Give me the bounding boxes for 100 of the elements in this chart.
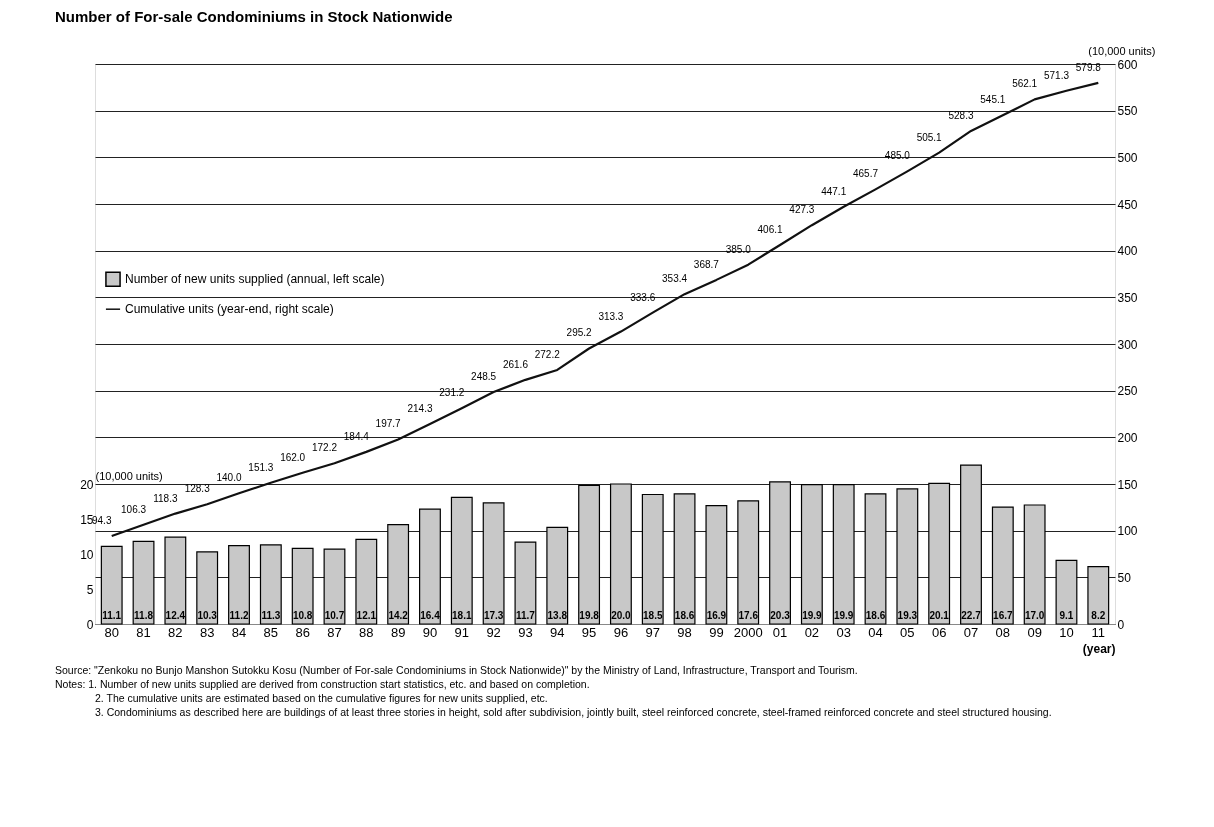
data-label: 12.1 (356, 610, 377, 621)
data-label: 427.3 (789, 204, 815, 216)
data-label: 18.5 (643, 610, 663, 621)
data-label: 214.3 (407, 402, 433, 414)
data-label: 11.7 (515, 610, 536, 621)
data-label: 12.4 (165, 610, 186, 621)
x-tick-label: 84 (231, 624, 247, 640)
x-tick-label: 11 (1091, 624, 1106, 640)
bar (482, 502, 505, 625)
x-axis-title: (year) (1082, 641, 1116, 656)
data-label: 118.3 (153, 492, 178, 504)
source-note: Source: "Zenkoku no Bunjo Manshon Sutokku Kosu (Number of For-sale Condominiums in Stock Nationwide)" by the Ministry of Land, Infrastructure, Transport and Tourism. (55, 664, 858, 676)
data-label: 20.3 (770, 610, 791, 621)
data-label: 10.3 (197, 610, 218, 621)
x-tick-label: 90 (422, 624, 438, 640)
data-label: 248.5 (471, 371, 497, 383)
bar (228, 545, 250, 625)
bar (1023, 504, 1046, 625)
x-tick-label: 86 (295, 624, 310, 640)
bar (864, 493, 887, 625)
x-tick-label: 02 (804, 624, 820, 640)
x-tick-label: 07 (963, 624, 979, 640)
y2-tick-label: 200 (1117, 430, 1138, 445)
data-label: 106.3 (121, 503, 147, 515)
chart-title: Number of For-sale Condominiums in Stock Nationwide (55, 8, 453, 25)
bar (991, 506, 1014, 625)
x-tick-label: 87 (327, 624, 342, 640)
x-tick-label: 99 (709, 624, 724, 640)
bar (896, 488, 919, 625)
bar (928, 482, 951, 625)
y2-tick-label: 600 (1117, 57, 1138, 72)
bar (546, 526, 569, 625)
text: 3. Condominiums as described here are buildings of at least three stories in height, sold after subdivision, jointly built, steel reinforced concrete, steel-framed reinforced concrete and steel structured housing. (95, 706, 1052, 718)
data-label: 16.4 (420, 610, 441, 621)
data-label: 20.0 (611, 610, 632, 621)
y-tick-label: 5 (86, 582, 94, 597)
x-tick-label: 91 (454, 624, 470, 640)
x-tick-label: 06 (931, 624, 947, 640)
x-tick-label: 97 (645, 624, 660, 640)
y2-tick-label: 400 (1117, 244, 1138, 259)
data-label: 571.3 (1043, 69, 1070, 81)
x-tick-label: 96 (613, 624, 629, 640)
data-label: 313.3 (598, 310, 624, 322)
y2-tick-label: 250 (1117, 384, 1138, 399)
data-label: 505.1 (916, 131, 943, 143)
y2-tick-label: 350 (1117, 290, 1138, 305)
y2-tick-label: 50 (1117, 570, 1132, 585)
data-label: 545.1 (980, 94, 1006, 106)
data-label: 8.2 (1091, 610, 1106, 621)
bar (387, 524, 410, 625)
y2-tick-label: 150 (1117, 477, 1138, 492)
bar (196, 551, 219, 625)
x-tick-label: 94 (550, 624, 565, 640)
y2-tick-label: 300 (1117, 337, 1138, 352)
bar (450, 496, 473, 625)
data-label: 406.1 (757, 223, 783, 235)
data-label: 19.9 (802, 610, 823, 621)
x-tick-label: 81 (136, 624, 151, 640)
bar (323, 548, 346, 625)
bar (769, 481, 791, 625)
data-label: 562.1 (1012, 78, 1038, 90)
data-label: 19.3 (897, 610, 918, 621)
data-label: 11.3 (261, 610, 281, 621)
bar (132, 540, 155, 625)
data-label: 261.6 (502, 358, 529, 370)
y2-tick-label: 0 (1117, 617, 1125, 632)
x-tick-label: 01 (772, 624, 788, 640)
x-tick-label: 85 (263, 624, 279, 640)
bar (100, 545, 123, 625)
data-label: 18.6 (674, 610, 695, 621)
data-label: 140.0 (216, 472, 242, 484)
data-label: 162.0 (280, 451, 306, 463)
bar (291, 547, 314, 625)
data-label: 579.8 (1075, 61, 1102, 73)
x-tick-label: 93 (518, 624, 533, 640)
x-tick-label: 83 (199, 624, 215, 640)
bar (832, 484, 855, 625)
data-label: 14.2 (388, 610, 409, 621)
data-label: 447.1 (821, 185, 847, 197)
bar (419, 508, 441, 625)
x-tick-label: 08 (995, 624, 1011, 640)
y-tick-label: 10 (80, 547, 94, 562)
data-label: 19.9 (833, 610, 854, 621)
x-tick-label: 09 (1027, 624, 1042, 640)
data-label: 19.8 (579, 610, 600, 621)
legend-label: Cumulative units (year-end, right scale) (125, 302, 334, 317)
x-tick-label: 82 (168, 624, 183, 640)
x-tick-label: 98 (677, 624, 692, 640)
x-tick-label: 10 (1059, 624, 1074, 640)
x-tick-label: 03 (836, 624, 851, 640)
data-label: 11.8 (134, 610, 154, 621)
data-label: 17.6 (738, 610, 759, 621)
data-label: 16.9 (706, 610, 727, 621)
data-label: 353.4 (662, 273, 688, 285)
bar (514, 541, 537, 625)
bar (578, 484, 601, 625)
data-label: 17.0 (1024, 610, 1045, 621)
x-tick-label: 95 (581, 624, 597, 640)
data-label: 368.7 (693, 258, 720, 270)
x-tick-label: 2000 (733, 624, 763, 640)
